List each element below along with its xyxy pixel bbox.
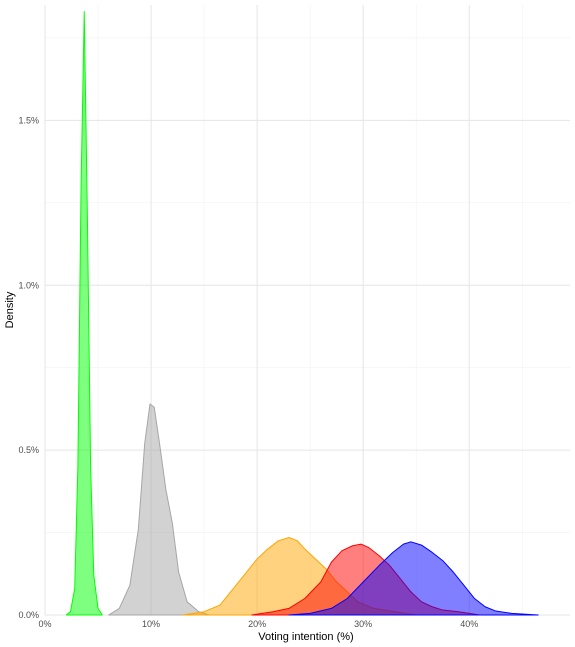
x-tick-label: 30% (354, 619, 372, 629)
y-axis-label: Density (4, 291, 16, 328)
x-axis-label: Voting intention (%) (258, 631, 353, 643)
y-tick-label: 1.0% (18, 280, 39, 290)
density-area-2 (108, 403, 210, 616)
density-area-5 (288, 541, 539, 616)
x-tick-label: 20% (248, 619, 266, 629)
y-tick-label: 0.0% (18, 610, 39, 620)
y-axis-ticks: 0.0% 0.5% 1.0% 1.5% (18, 115, 39, 620)
x-axis-ticks: 0% 10% 20% 30% 40% (38, 619, 478, 629)
y-tick-label: 1.5% (18, 115, 39, 125)
y-tick-label: 0.5% (18, 445, 39, 455)
gridlines (44, 5, 570, 616)
x-tick-label: 0% (38, 619, 51, 629)
x-tick-label: 40% (460, 619, 478, 629)
density-areas (65, 11, 539, 616)
density-area-1 (65, 11, 103, 616)
x-tick-label: 10% (142, 619, 160, 629)
